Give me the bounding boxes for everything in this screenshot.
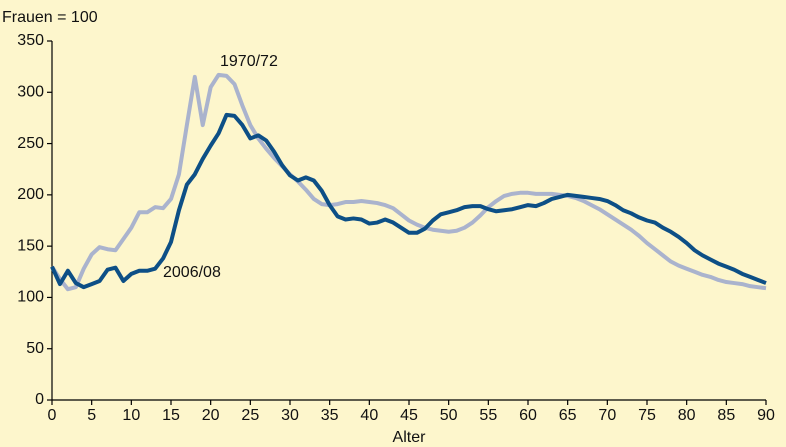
series-line <box>50 72 767 292</box>
y-tick-label: 100 <box>17 289 44 306</box>
y-tick-label: 50 <box>26 340 44 357</box>
x-tick-label: 40 <box>360 407 378 424</box>
x-tick-label: 5 <box>87 407 96 424</box>
x-tick-label: 20 <box>202 407 220 424</box>
x-tick-label: 75 <box>638 407 656 424</box>
x-tick-label: 80 <box>678 407 696 424</box>
y-axis-label: Frauen = 100 <box>2 9 98 26</box>
y-tick-label: 150 <box>17 237 44 254</box>
x-tick-label: 0 <box>48 407 57 424</box>
y-tick-label: 0 <box>35 391 44 408</box>
x-tick-label: 35 <box>321 407 339 424</box>
x-tick-label: 15 <box>162 407 180 424</box>
y-tick-label: 250 <box>17 135 44 152</box>
y-tick-label: 200 <box>17 186 44 203</box>
y-tick-label: 350 <box>17 32 44 49</box>
series-line <box>50 112 767 290</box>
x-tick-label: 50 <box>440 407 458 424</box>
x-tick-label: 65 <box>559 407 577 424</box>
y-tick-label: 300 <box>17 84 44 101</box>
x-tick-label: 60 <box>519 407 537 424</box>
x-tick-label: 70 <box>598 407 616 424</box>
x-tick-label: 25 <box>241 407 259 424</box>
series-label: 1970/72 <box>220 53 278 70</box>
x-tick-label: 30 <box>281 407 299 424</box>
x-axis-label: Alter <box>393 429 427 446</box>
x-tick-label: 45 <box>400 407 418 424</box>
x-tick-label: 10 <box>122 407 140 424</box>
series-label: 2006/08 <box>163 264 221 281</box>
x-tick-label: 55 <box>479 407 497 424</box>
x-tick-label: 85 <box>717 407 735 424</box>
x-tick-label: 90 <box>757 407 775 424</box>
